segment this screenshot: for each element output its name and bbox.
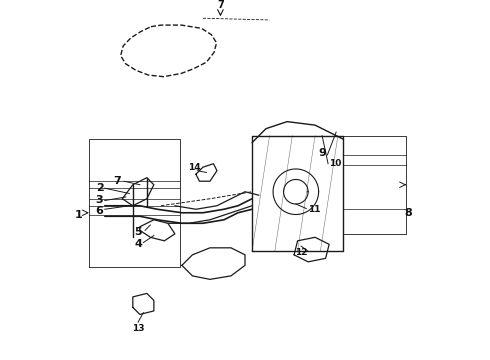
Text: 10: 10	[329, 159, 342, 168]
Text: 7: 7	[113, 176, 121, 186]
Text: 14: 14	[188, 163, 200, 172]
Text: 8: 8	[404, 208, 412, 218]
Text: 6: 6	[96, 206, 103, 216]
Text: 3: 3	[96, 195, 103, 206]
Text: 1: 1	[74, 210, 82, 220]
Text: 4: 4	[134, 239, 142, 249]
Text: 7: 7	[217, 0, 224, 10]
Text: 12: 12	[295, 248, 307, 257]
Text: 5: 5	[134, 227, 142, 237]
Text: 2: 2	[96, 183, 103, 193]
Text: 13: 13	[132, 324, 145, 333]
Text: 9: 9	[318, 148, 326, 158]
Text: 11: 11	[308, 205, 320, 214]
